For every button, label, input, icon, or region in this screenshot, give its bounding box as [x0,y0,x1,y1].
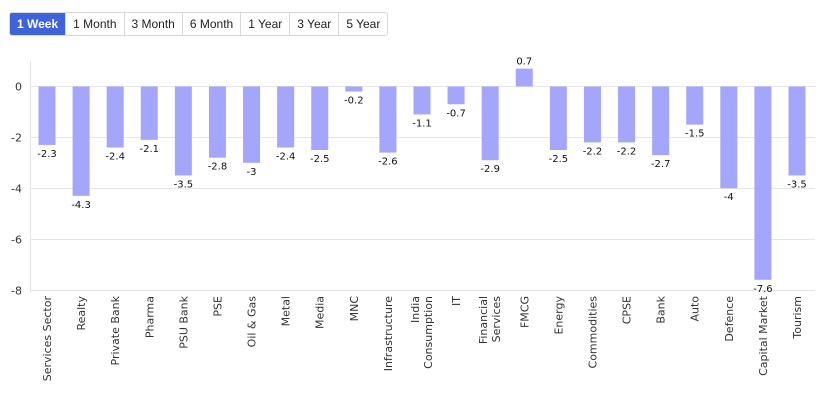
bar[interactable] [652,86,670,156]
data-label: -2.9 [480,164,500,175]
data-label: -2.2 [617,146,637,157]
tab-3-month[interactable]: 3 Month [125,13,183,35]
category-label: IndiaConsumption [409,296,435,369]
data-label: -2.8 [208,162,228,173]
data-label: -3.5 [787,180,807,191]
category-label: FinancialServices [477,296,503,344]
bar[interactable] [277,86,295,148]
bar[interactable] [208,86,226,158]
bar[interactable] [481,86,499,161]
bar[interactable] [788,86,806,176]
category-label: CPSE [621,296,634,324]
category-label: Metal [280,296,293,326]
bar[interactable] [243,86,261,163]
y-tick-label: -2 [11,132,22,145]
data-label: -0.7 [446,108,466,119]
data-label: -3 [247,167,257,178]
category-label: PSU Bank [177,295,190,348]
category-label: PSE [211,296,224,317]
category-label: Energy [552,296,565,335]
y-tick-label: -4 [11,183,22,196]
data-label: -2.4 [276,152,296,163]
bar[interactable] [618,86,636,143]
data-label: -4.3 [71,200,91,211]
category-label: Auto [689,296,702,322]
category-label: IT [450,296,463,306]
data-label: -1.1 [412,118,432,129]
category-label: Media [314,296,327,329]
bar[interactable] [515,68,533,87]
data-label: -3.5 [174,180,194,191]
time-range-tabs: 1 Week 1 Month 3 Month 6 Month 1 Year 3 Year 5… [9,12,389,36]
data-label: -0.2 [344,96,364,107]
data-label: -2.5 [549,154,569,165]
data-label: -2.6 [378,157,398,168]
bar[interactable] [413,86,431,115]
category-label: Commodities [586,296,599,369]
tab-5-year[interactable]: 5 Year [346,17,381,31]
data-label: -4 [724,192,734,203]
bar[interactable] [686,86,704,125]
category-label: Tourism [791,296,804,340]
data-label: -2.4 [105,152,125,163]
tab-1-month[interactable]: 1 Month [66,13,125,35]
category-label: Private Bank [109,295,122,365]
bar[interactable] [447,86,465,105]
tab-1-week[interactable]: 1 Week [10,13,67,35]
tab-1-year[interactable]: 1 Year [241,13,291,35]
data-label: -1.5 [685,129,705,140]
bar[interactable] [311,86,329,151]
data-label: -2.2 [583,146,603,157]
y-tick-label: -6 [11,234,22,247]
tab-3-year[interactable]: 3 Year [290,13,340,35]
category-label: MNC [348,296,361,322]
category-label: Pharma [143,296,156,338]
y-tick-label: -8 [11,285,22,298]
bar[interactable] [38,86,56,145]
category-label: Defence [723,296,736,342]
category-label: Services Sector [41,296,54,382]
bar[interactable] [140,86,158,140]
data-label: -7.6 [753,284,773,295]
category-label: Realty [75,296,88,331]
bar[interactable] [345,86,363,92]
category-label: Bank [655,295,668,323]
data-label: -2.7 [651,159,671,170]
bar[interactable] [754,86,772,280]
data-label: -2.5 [310,154,330,165]
category-label: Oil & Gas [246,296,259,348]
category-label: Capital Market [757,295,770,376]
tab-6-month[interactable]: 6 Month [183,13,242,35]
category-label: Infrastructure [382,296,395,372]
bar[interactable] [72,86,90,196]
data-label: -2.1 [140,144,160,155]
y-tick-label: 0 [15,81,22,94]
bar[interactable] [379,86,397,153]
bar[interactable] [720,86,738,189]
bar[interactable] [106,86,124,148]
category-label: FMCG [518,296,531,328]
bar[interactable] [583,86,601,143]
bar[interactable] [549,86,567,151]
bar[interactable] [174,86,192,176]
data-label: -2.3 [37,149,57,160]
data-label: 0.7 [516,57,532,68]
